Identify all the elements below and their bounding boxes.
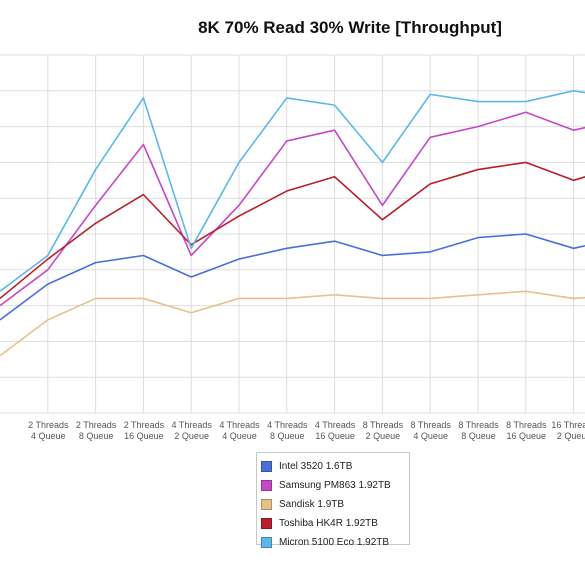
series-line [0, 111, 585, 307]
x-tick-label: 2 Queue [174, 431, 209, 441]
legend-swatch [261, 518, 272, 529]
x-tick-label: 2 Threads [28, 420, 69, 430]
legend: Intel 3520 1.6TB Samsung PM863 1.92TB Sand… [256, 452, 410, 548]
x-tick-label: 4 Queue [222, 431, 257, 441]
x-tick-label: 2 Queue [366, 431, 401, 441]
series-line [0, 161, 585, 300]
legend-item: Micron 5100 Eco 1.92TB [261, 533, 409, 552]
legend-swatch [261, 480, 272, 491]
legend-label: Intel 3520 1.6TB [279, 461, 353, 472]
x-tick-label: 8 Queue [461, 431, 496, 441]
legend-item: Intel 3520 1.6TB [261, 457, 409, 476]
legend-label: Micron 5100 Eco 1.92TB [279, 537, 390, 548]
x-tick-label: 16 Queue [124, 431, 164, 441]
legend-item: Toshiba HK4R 1.92TB [261, 514, 409, 533]
legend-item: Samsung PM863 1.92TB [261, 476, 409, 495]
series-line [0, 233, 585, 321]
x-tick-label: 4 Threads [172, 420, 213, 430]
x-tick-label: 4 Threads [315, 420, 356, 430]
x-tick-label: 4 Threads [267, 420, 308, 430]
x-tick-label: 8 Threads [363, 420, 404, 430]
x-tick-label: 8 Threads [458, 420, 499, 430]
legend-label: Samsung PM863 1.92TB [279, 480, 391, 491]
x-tick-label: 2 Threads [76, 420, 117, 430]
x-tick-label: 16 Queue [315, 431, 355, 441]
legend-swatch [261, 499, 272, 510]
legend-swatch [261, 461, 272, 472]
x-tick-label: 4 Threads [219, 420, 260, 430]
legend-item: Sandisk 1.9TB [261, 495, 409, 514]
legend-swatch [261, 537, 272, 548]
x-tick-label: 4 Queue [413, 431, 448, 441]
x-tick-label: 16 Threads [551, 420, 585, 430]
x-tick-label: 4 Queue [31, 431, 66, 441]
series-line [0, 90, 585, 292]
legend-label: Sandisk 1.9TB [279, 499, 345, 510]
x-tick-label: 8 Queue [79, 431, 114, 441]
x-tick-label: 16 Queue [507, 431, 547, 441]
grid-layer [0, 54, 585, 414]
x-tick-label: 2 Threads [124, 420, 165, 430]
x-tick-label: 2 Queue [557, 431, 585, 441]
x-tick-label: 8 Queue [270, 431, 305, 441]
x-tick-label: 8 Threads [411, 420, 452, 430]
chart-title: 8K 70% Read 30% Write [Throughput] [198, 18, 502, 37]
series-line [0, 290, 585, 357]
legend-label: Toshiba HK4R 1.92TB [279, 518, 378, 529]
series-layer [0, 90, 585, 357]
x-tick-label: 8 Threads [506, 420, 547, 430]
